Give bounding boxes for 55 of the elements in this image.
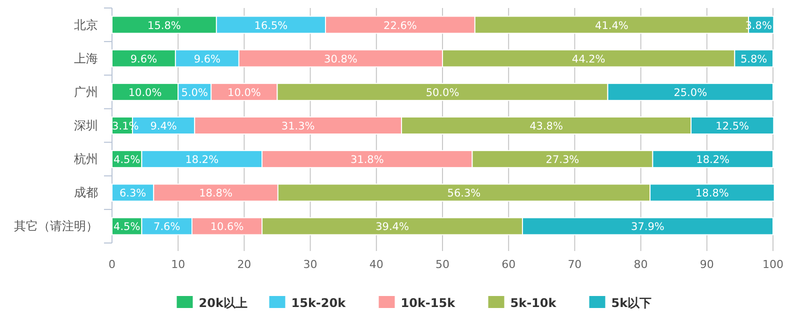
- data-label: 9.4%: [150, 120, 177, 132]
- data-label: 9.6%: [130, 53, 158, 66]
- x-tick-label: 40: [369, 258, 384, 271]
- data-label: 37.9%: [631, 221, 664, 234]
- x-tick-label: 100: [762, 258, 784, 271]
- data-label: 43.8%: [530, 120, 563, 132]
- data-label: 7.6%: [154, 221, 180, 234]
- data-label: 4.5%: [114, 154, 140, 166]
- y-tick-label: 深圳: [74, 118, 98, 132]
- data-label: 56.3%: [447, 188, 481, 200]
- x-tick-label: 10: [171, 258, 186, 271]
- legend-label: 15k-20k: [291, 296, 347, 310]
- y-tick-label: 成都: [74, 186, 98, 200]
- data-label: 18.8%: [696, 188, 729, 200]
- data-label: 27.3%: [546, 154, 580, 166]
- data-label: 31.8%: [350, 154, 384, 166]
- x-tick-label: 80: [634, 258, 648, 271]
- data-label: 31.3%: [281, 120, 315, 132]
- x-tick-label: 0: [108, 258, 116, 271]
- legend-label: 20k以上: [198, 296, 248, 310]
- data-label: 9.6%: [194, 53, 221, 66]
- x-tick-label: 20: [237, 258, 252, 271]
- data-label: 5.8%: [740, 53, 768, 66]
- data-label: 44.2%: [572, 53, 606, 66]
- x-tick-label: 50: [436, 258, 450, 271]
- data-label: 25.0%: [674, 86, 708, 99]
- y-tick-label: 广州: [74, 84, 98, 99]
- data-label: 41.4%: [595, 20, 628, 32]
- data-label: 18.2%: [696, 154, 730, 166]
- y-tick-label: 其它（请注明）: [14, 219, 98, 234]
- data-label: 15.8%: [148, 20, 181, 32]
- y-tick-label: 上海: [74, 51, 98, 66]
- data-label: 18.2%: [185, 154, 219, 166]
- x-tick-label: 30: [303, 258, 318, 271]
- data-label: 39.4%: [376, 221, 409, 234]
- data-label: 50.0%: [426, 86, 460, 99]
- legend-label: 5k-10k: [510, 296, 558, 310]
- legend-label: 5k以下: [611, 296, 652, 310]
- data-label: 30.8%: [324, 53, 358, 66]
- data-label: 18.8%: [199, 188, 232, 200]
- y-tick-label: 杭州: [73, 152, 98, 166]
- y-tick-label: 北京: [74, 18, 98, 32]
- x-tick-label: 60: [502, 258, 516, 271]
- data-label: 16.5%: [254, 20, 288, 32]
- data-label: 4.5%: [114, 221, 140, 234]
- data-label: 22.6%: [384, 20, 417, 32]
- data-label: 6.3%: [119, 188, 146, 200]
- x-tick-label: 90: [700, 258, 714, 271]
- data-label: 10.6%: [210, 221, 244, 234]
- x-tick-label: 70: [568, 258, 582, 271]
- data-label: 12.5%: [716, 120, 750, 132]
- data-label: 10.0%: [228, 86, 261, 99]
- data-label: 10.0%: [128, 86, 162, 99]
- legend-label: 10k-15k: [400, 296, 456, 310]
- data-label: 5.0%: [181, 86, 208, 99]
